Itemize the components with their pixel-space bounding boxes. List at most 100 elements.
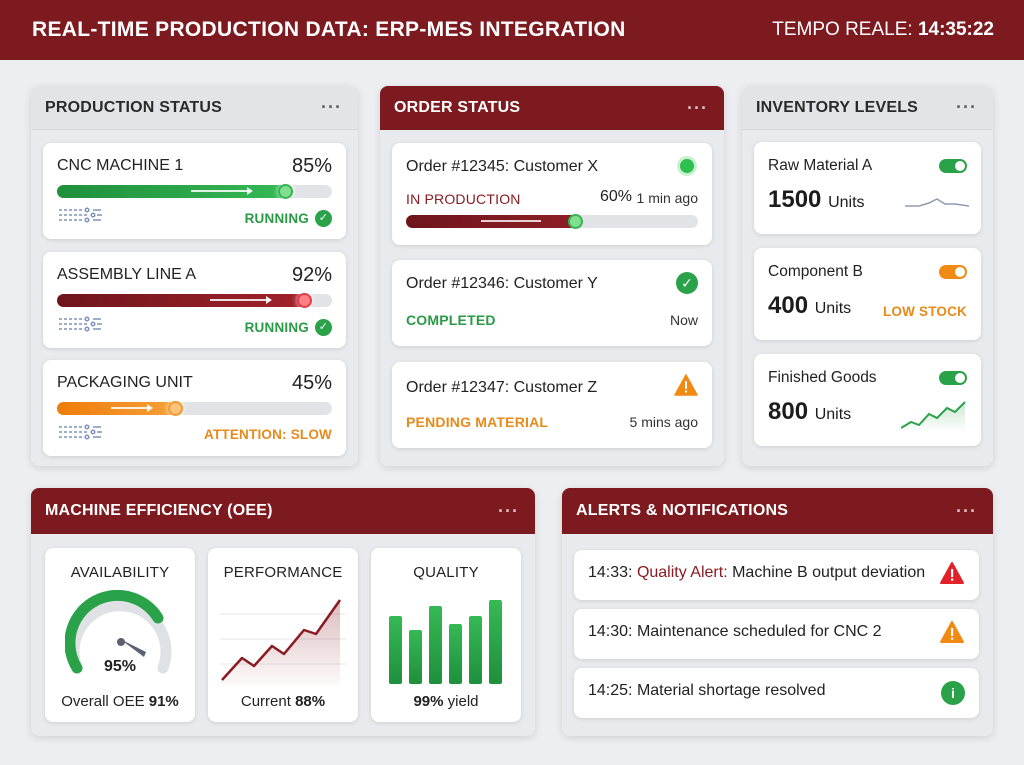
order-percent: 60% xyxy=(600,188,633,205)
more-menu-icon[interactable]: ··· xyxy=(956,500,977,521)
alert-text: 14:30: Maintenance scheduled for CNC 2 xyxy=(588,623,882,641)
item-quantity: 800 Units xyxy=(768,398,851,426)
alerts-header: ALERTS & NOTIFICATIONS ··· xyxy=(562,488,993,534)
alerts-panel: ALERTS & NOTIFICATIONS ··· 14:33: Qualit… xyxy=(562,488,993,736)
machine-status: ATTENTION: SLOW xyxy=(204,427,332,442)
progress-bar xyxy=(57,293,332,308)
gauge-value: 95% xyxy=(103,658,137,675)
check-circle-icon: ✓ xyxy=(676,272,698,294)
alert-time: 14:30: xyxy=(588,623,633,640)
more-menu-icon[interactable]: ··· xyxy=(498,500,519,521)
inventory-card-raw-material[interactable]: Raw Material A 1500 Units xyxy=(754,142,981,234)
order-card-12346[interactable]: Order #12346: Customer Y ✓ COMPLETED Now xyxy=(392,260,712,346)
item-name: Raw Material A xyxy=(768,157,873,174)
order-status-header: ORDER STATUS ··· xyxy=(380,86,724,130)
metric-title: PERFORMANCE xyxy=(223,564,343,581)
order-title: Order #12345: Customer X xyxy=(406,158,599,175)
metric-foot: Current 88% xyxy=(208,693,358,710)
order-title: Order #12347: Customer Z xyxy=(406,379,598,396)
foot-label: Current xyxy=(240,693,291,710)
info-icon: i xyxy=(941,681,965,705)
machine-card-assembly[interactable]: ASSEMBLY LINE A 92% RUNNING ✓ xyxy=(43,252,346,348)
item-name: Finished Goods xyxy=(768,369,877,386)
alert-item-quality[interactable]: 14:33: Quality Alert: Machine B output d… xyxy=(574,550,979,600)
clock-label: TEMPO REALE: xyxy=(772,19,913,40)
more-menu-icon[interactable]: ··· xyxy=(321,97,342,117)
status-text: RUNNING xyxy=(244,320,309,335)
order-state: PENDING MATERIAL xyxy=(406,414,549,430)
inventory-card-finished-goods[interactable]: Finished Goods 800 Units xyxy=(754,354,981,446)
progress-fill xyxy=(57,401,183,416)
production-status-panel: PRODUCTION STATUS ··· CNC MACHINE 1 85% … xyxy=(31,86,358,466)
alert-text: 14:25: Material shortage resolved xyxy=(588,682,825,700)
machine-name: PACKAGING UNIT xyxy=(57,374,193,391)
alert-time: 14:33: xyxy=(588,564,633,581)
qty-value: 1500 xyxy=(768,186,822,213)
inventory-header: INVENTORY LEVELS ··· xyxy=(742,86,993,130)
machine-status: RUNNING ✓ xyxy=(245,319,332,336)
alert-message: Machine B output deviation xyxy=(732,564,926,581)
status-toggle[interactable] xyxy=(939,371,967,385)
production-status-header: PRODUCTION STATUS ··· xyxy=(31,86,358,130)
metric-title: AVAILABILITY xyxy=(70,564,170,581)
machine-name: CNC MACHINE 1 xyxy=(57,157,184,174)
availability-card[interactable]: AVAILABILITY 95% Overall OEE 91% xyxy=(45,548,195,722)
qty-unit: Units xyxy=(814,300,852,317)
warning-icon xyxy=(674,374,698,396)
inventory-card-component-b[interactable]: Component B 400 Units LOW STOCK xyxy=(754,248,981,340)
critical-alert-icon xyxy=(940,562,964,584)
order-time: 1 min ago xyxy=(636,190,698,206)
machine-card-cnc[interactable]: CNC MACHINE 1 85% RUNNING ✓ xyxy=(43,143,346,239)
item-name: Component B xyxy=(768,263,863,280)
alert-time: 14:25: xyxy=(588,682,633,699)
order-time: 5 mins ago xyxy=(629,414,698,430)
alert-highlight: Quality Alert: xyxy=(636,564,728,581)
order-progress-fill xyxy=(406,214,584,229)
order-card-12345[interactable]: Order #12345: Customer X IN PRODUCTION 6… xyxy=(392,143,712,245)
foot-value: 91% xyxy=(148,693,179,710)
alert-item-material[interactable]: 14:25: Material shortage resolved i xyxy=(574,668,979,718)
progress-bar xyxy=(57,401,332,416)
foot-label: Overall OEE xyxy=(61,693,145,710)
machine-card-packaging[interactable]: PACKAGING UNIT 45% ATTENTION: SLOW xyxy=(43,360,346,456)
progress-fill xyxy=(57,184,293,199)
performance-card[interactable]: PERFORMANCE Current 88% xyxy=(208,548,358,722)
status-toggle[interactable] xyxy=(939,159,967,173)
order-time: Now xyxy=(669,312,698,328)
progress-bar xyxy=(57,184,332,199)
alert-item-maintenance[interactable]: 14:30: Maintenance scheduled for CNC 2 xyxy=(574,609,979,659)
metric-foot: Overall OEE 91% xyxy=(45,693,195,710)
order-card-12347[interactable]: Order #12347: Customer Z PENDING MATERIA… xyxy=(392,362,712,448)
warning-icon xyxy=(940,621,964,643)
metric-title: QUALITY xyxy=(413,564,479,581)
oee-header: MACHINE EFFICIENCY (OEE) ··· xyxy=(31,488,535,534)
page-title: REAL-TIME PRODUCTION DATA: ERP-MES INTEG… xyxy=(32,18,626,41)
status-toggle[interactable] xyxy=(939,265,967,279)
alert-message: Material shortage resolved xyxy=(636,682,826,699)
gauge-icon xyxy=(65,590,172,674)
panel-title: ORDER STATUS xyxy=(394,99,521,116)
trend-up-icon xyxy=(901,401,966,432)
quality-bars-icon xyxy=(389,600,502,684)
order-progress-bar xyxy=(406,214,698,229)
qty-value: 800 xyxy=(768,398,809,425)
status-dot-icon xyxy=(677,156,697,176)
quality-card[interactable]: QUALITY 99% yield xyxy=(371,548,521,722)
foot-value: 88% xyxy=(295,693,326,710)
more-menu-icon[interactable]: ··· xyxy=(956,97,977,117)
inventory-panel: INVENTORY LEVELS ··· Raw Material A 1500… xyxy=(742,86,993,466)
clock-time: 14:35:22 xyxy=(917,19,994,40)
flow-icon xyxy=(59,316,102,332)
metric-foot: 99% yield xyxy=(371,693,521,710)
oee-panel: MACHINE EFFICIENCY (OEE) ··· AVAILABILIT… xyxy=(31,488,535,736)
alert-text: 14:33: Quality Alert: Machine B output d… xyxy=(588,564,925,582)
status-text: RUNNING xyxy=(244,211,309,226)
foot-value: 99% xyxy=(413,693,444,710)
order-status-panel: ORDER STATUS ··· Order #12345: Customer … xyxy=(380,86,724,466)
more-menu-icon[interactable]: ··· xyxy=(687,97,708,118)
machine-status: RUNNING ✓ xyxy=(245,210,332,227)
order-title: Order #12346: Customer Y xyxy=(406,275,598,292)
qty-unit: Units xyxy=(814,406,852,423)
order-state: COMPLETED xyxy=(406,312,496,328)
item-quantity: 1500 Units xyxy=(768,186,865,214)
